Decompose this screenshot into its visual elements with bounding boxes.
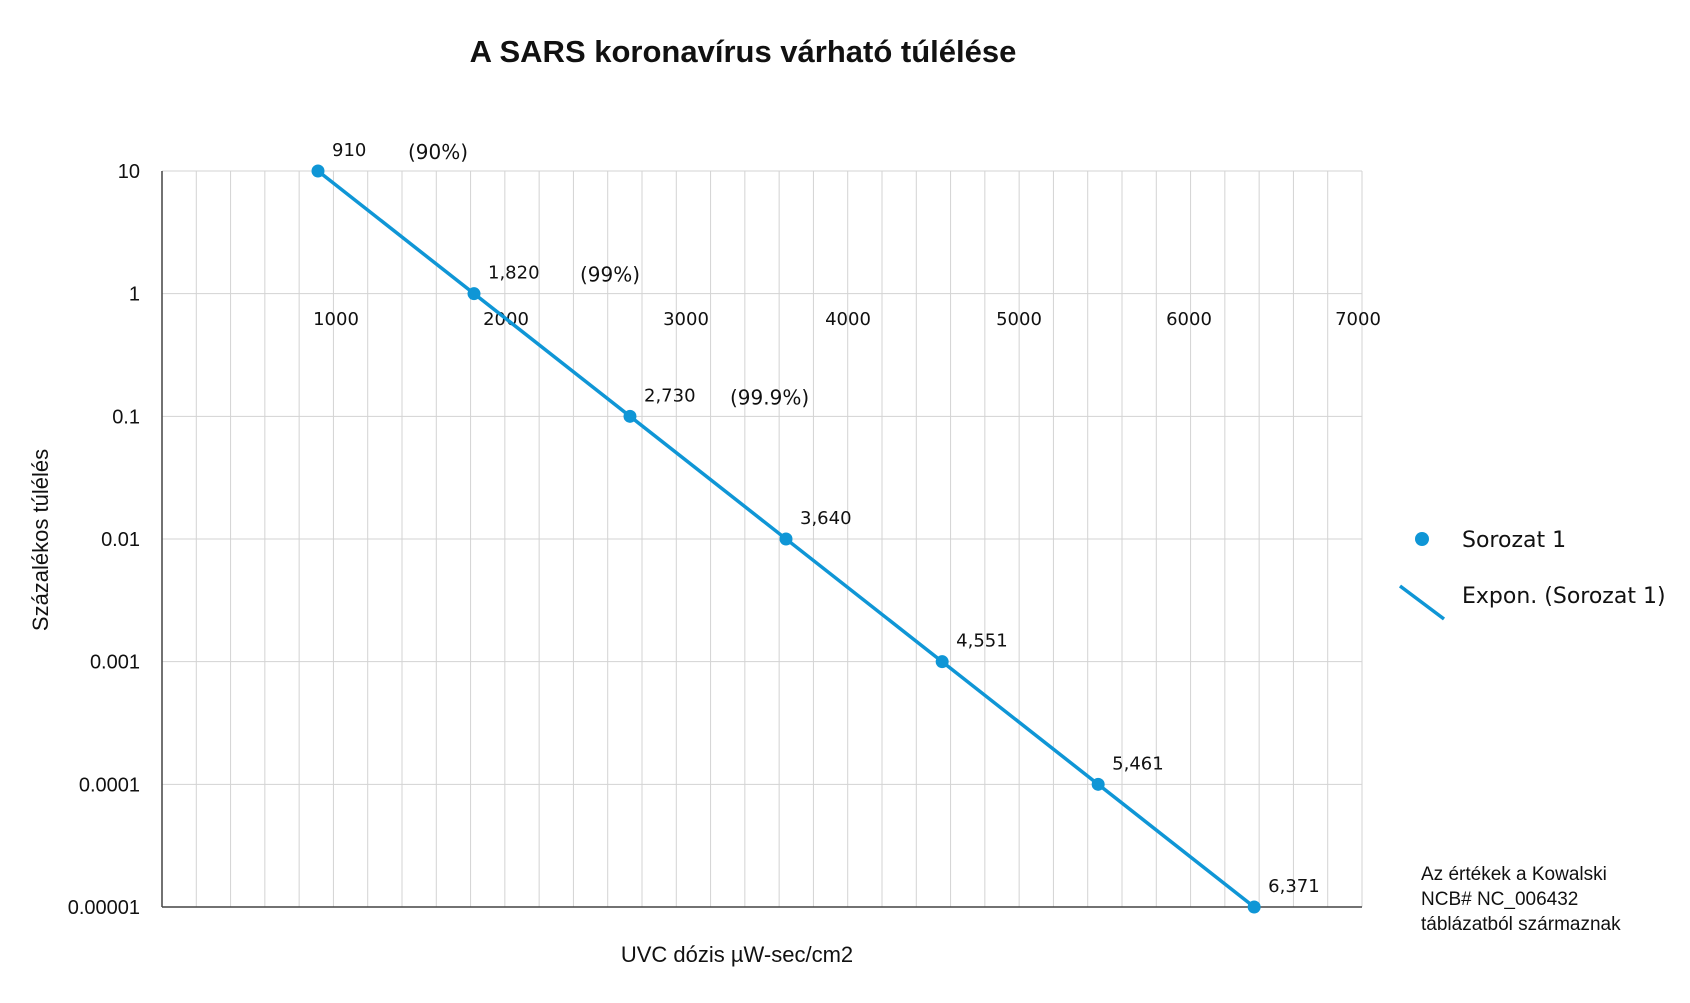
x-tick-label: 5000 [996, 309, 1042, 330]
x-tick-label: 7000 [1335, 309, 1381, 330]
y-axis-label: Százalékos túlélés [28, 449, 53, 631]
data-label: 2,730 [644, 385, 696, 406]
percent-annotation: (99%) [580, 263, 640, 287]
chart-title: A SARS koronavírus várható túlélése [470, 34, 1017, 69]
legend-label-expon: Expon. (Sorozat 1) [1462, 584, 1666, 609]
legend: Sorozat 1 Expon. (Sorozat 1) [1398, 528, 1666, 621]
legend-label-sorozat-1: Sorozat 1 [1462, 528, 1566, 553]
legend-marker-sorozat-1 [1415, 532, 1429, 546]
grid [161, 170, 1363, 908]
x-tick-labels: 1000200030004000500060007000 [313, 309, 1381, 330]
percent-annotation: (99.9%) [730, 385, 809, 409]
x-tick-label: 4000 [825, 309, 871, 330]
data-point [311, 164, 325, 178]
x-tick-label: 6000 [1166, 309, 1212, 330]
data-label: 910 [332, 140, 366, 161]
data-point [623, 409, 637, 423]
x-tick-label: 1000 [313, 309, 359, 330]
note-line-2: NCB# NC_006432 [1421, 889, 1578, 910]
y-tick-label: 0.1 [112, 406, 140, 428]
data-point [467, 287, 481, 301]
y-tick-label: 0.00001 [68, 897, 140, 919]
y-tick-label: 0.01 [101, 529, 140, 551]
data-point [779, 532, 793, 546]
legend-line-expon [1398, 584, 1446, 621]
data-label: 6,371 [1268, 876, 1320, 897]
data-label: 1,820 [488, 263, 540, 284]
data-label: 4,551 [956, 631, 1008, 652]
data-label: 3,640 [800, 508, 852, 529]
y-tick-label: 0.0001 [79, 774, 140, 796]
data-point [1247, 900, 1261, 914]
y-tick-labels: 10 1 0.1 0.01 0.001 0.0001 0.00001 [68, 161, 140, 919]
y-tick-label: 1 [129, 284, 140, 306]
x-tick-label: 3000 [663, 309, 709, 330]
y-tick-label: 0.001 [90, 652, 140, 674]
note-line-1: Az értékek a Kowalski [1421, 864, 1607, 885]
y-tick-label: 10 [118, 161, 140, 183]
percent-annotation: (90%) [408, 140, 468, 164]
data-point [1091, 777, 1105, 791]
data-label: 5,461 [1112, 753, 1164, 774]
source-note: Az értékek a Kowalski NCB# NC_006432 táb… [1421, 864, 1621, 935]
series-layer [311, 164, 1261, 914]
note-line-3: táblázatból származnak [1421, 914, 1621, 935]
x-axis-label: UVC dózis µW-sec/cm2 [621, 942, 853, 967]
data-labels: 910 1,820 2,730 3,640 4,551 5,461 6,371 [332, 140, 1320, 897]
data-point [935, 655, 949, 669]
annotations: (90%) (99%) (99.9%) [408, 140, 809, 409]
